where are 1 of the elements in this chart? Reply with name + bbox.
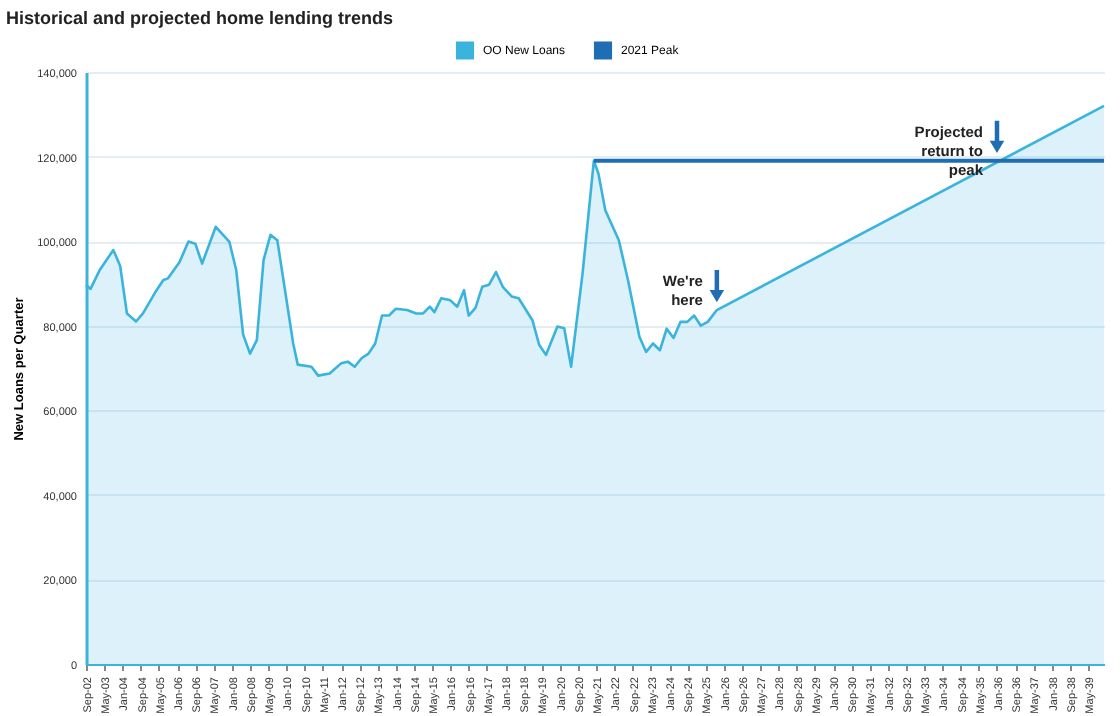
chart-title: Historical and projected home lending trends	[6, 8, 394, 28]
